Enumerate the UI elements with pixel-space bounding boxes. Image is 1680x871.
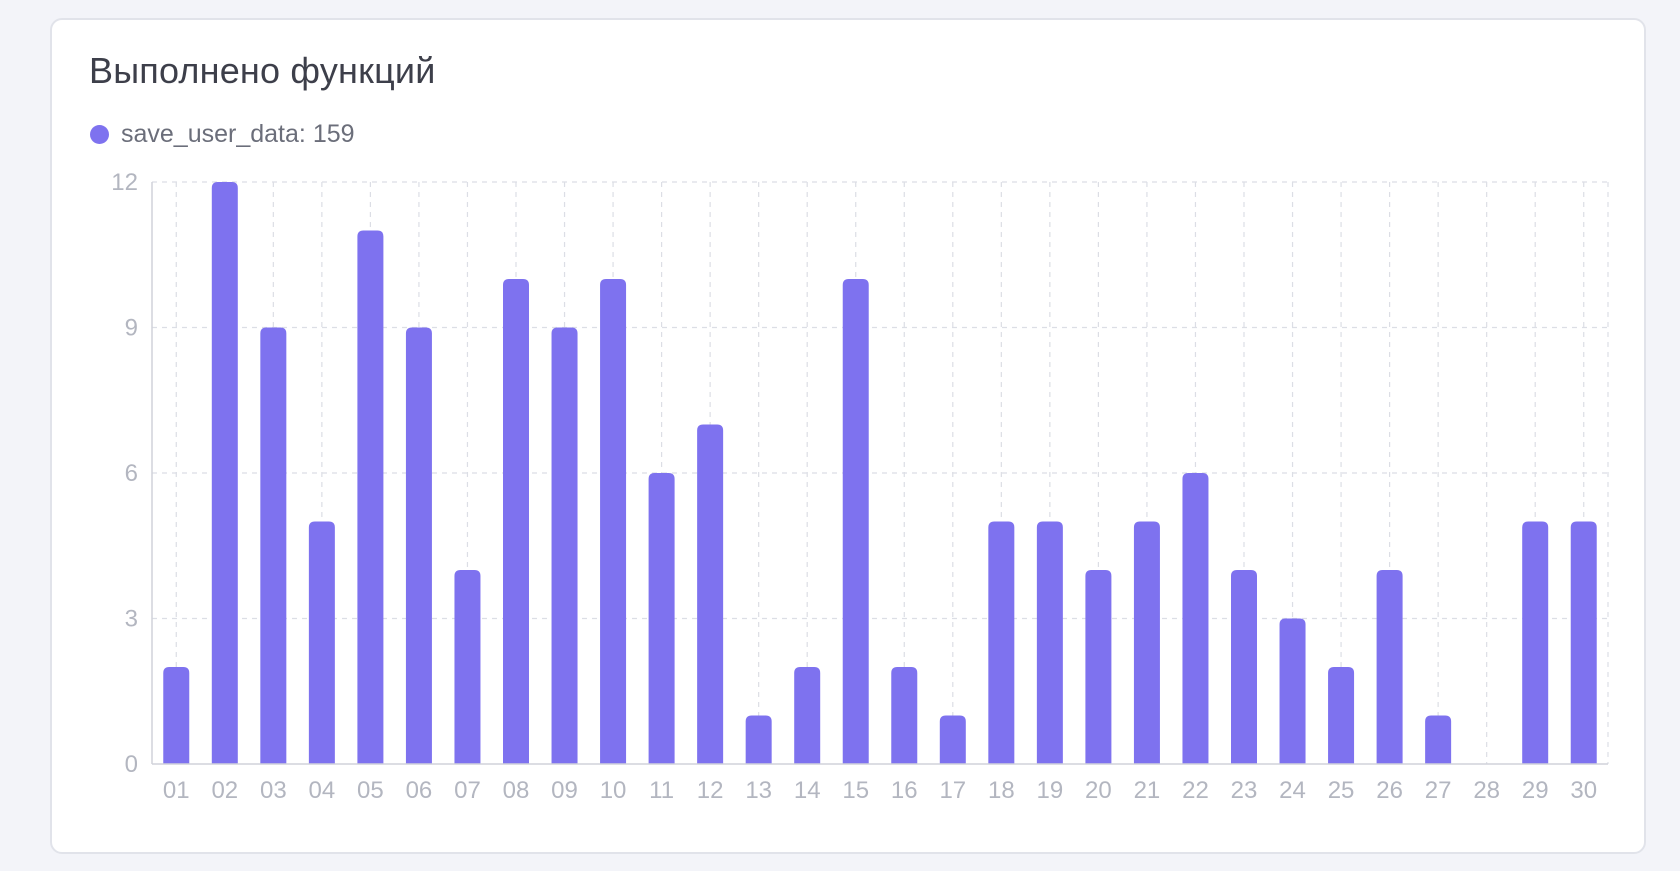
bar-27[interactable] bbox=[1425, 715, 1452, 765]
bar-03[interactable] bbox=[260, 327, 287, 765]
bar-01[interactable] bbox=[163, 667, 190, 764]
bar-12[interactable] bbox=[697, 424, 724, 765]
x-tick-label: 23 bbox=[1231, 777, 1258, 804]
bar-25[interactable] bbox=[1328, 667, 1355, 764]
bar-05[interactable] bbox=[357, 230, 384, 765]
bar-06[interactable] bbox=[405, 327, 432, 765]
bar-10[interactable] bbox=[600, 279, 627, 764]
y-tick-label: 3 bbox=[125, 606, 138, 633]
bar-08[interactable] bbox=[503, 279, 529, 764]
x-tick-label: 11 bbox=[649, 777, 674, 804]
x-tick-label: 28 bbox=[1473, 777, 1500, 804]
x-tick-label: 18 bbox=[988, 777, 1015, 804]
bar-07[interactable] bbox=[454, 570, 481, 764]
legend[interactable]: save_user_data: 159 bbox=[90, 120, 355, 149]
bar-16[interactable] bbox=[891, 667, 918, 764]
bar-19[interactable] bbox=[1036, 521, 1063, 765]
bar-30[interactable] bbox=[1570, 521, 1597, 765]
x-tick-label: 29 bbox=[1522, 777, 1549, 804]
y-tick-label: 12 bbox=[111, 169, 138, 196]
bar-17[interactable] bbox=[939, 715, 966, 765]
bar-23[interactable] bbox=[1231, 570, 1257, 764]
x-tick-label: 21 bbox=[1134, 777, 1161, 804]
bar-22[interactable] bbox=[1182, 473, 1209, 764]
legend-series-name: save_user_data: bbox=[121, 120, 306, 148]
bar-09[interactable] bbox=[551, 327, 578, 765]
bar-11[interactable] bbox=[648, 473, 675, 764]
x-tick-label: 09 bbox=[551, 777, 578, 804]
bar-29[interactable] bbox=[1522, 521, 1549, 765]
x-tick-label: 30 bbox=[1570, 777, 1597, 804]
x-tick-label: 22 bbox=[1182, 777, 1209, 804]
bar-24[interactable] bbox=[1279, 618, 1306, 765]
legend-dot-icon bbox=[90, 125, 109, 144]
x-tick-label: 07 bbox=[454, 777, 481, 804]
bar-14[interactable] bbox=[794, 667, 821, 764]
x-tick-label: 10 bbox=[600, 777, 627, 804]
x-tick-label: 08 bbox=[503, 777, 530, 804]
x-tick-label: 27 bbox=[1425, 777, 1452, 804]
bar-04[interactable] bbox=[308, 521, 335, 765]
x-tick-label: 15 bbox=[842, 777, 869, 804]
y-tick-label: 0 bbox=[125, 751, 138, 778]
x-tick-label: 03 bbox=[260, 777, 287, 804]
legend-total: 159 bbox=[312, 120, 355, 148]
legend-label: save_user_data: 159 bbox=[121, 120, 355, 149]
bar-20[interactable] bbox=[1085, 570, 1112, 764]
x-tick-label: 25 bbox=[1328, 777, 1355, 804]
bar-13[interactable] bbox=[745, 715, 772, 765]
x-tick-label: 06 bbox=[406, 777, 433, 804]
bars bbox=[163, 182, 1597, 765]
x-tick-label: 17 bbox=[939, 777, 966, 804]
x-tick-label: 20 bbox=[1085, 777, 1112, 804]
bar-26[interactable] bbox=[1376, 570, 1403, 764]
bar-15[interactable] bbox=[842, 279, 869, 764]
x-tick-label: 24 bbox=[1279, 777, 1306, 804]
bar-21[interactable] bbox=[1133, 521, 1160, 765]
y-tick-label: 9 bbox=[125, 315, 138, 342]
x-tick-label: 02 bbox=[211, 777, 238, 804]
x-tick-label: 19 bbox=[1037, 777, 1064, 804]
x-tick-label: 12 bbox=[697, 777, 724, 804]
x-tick-label: 14 bbox=[794, 777, 821, 804]
x-tick-label: 01 bbox=[163, 777, 190, 804]
x-tick-label: 05 bbox=[357, 777, 384, 804]
x-tick-label: 16 bbox=[891, 777, 918, 804]
bar-02[interactable] bbox=[211, 182, 238, 764]
x-tick-label: 26 bbox=[1376, 777, 1403, 804]
bar-18[interactable] bbox=[988, 521, 1015, 765]
chart-title: Выполнено функций bbox=[89, 50, 436, 91]
x-tick-label: 13 bbox=[745, 777, 772, 804]
x-tick-label: 04 bbox=[309, 777, 336, 804]
y-tick-label: 6 bbox=[125, 460, 138, 487]
